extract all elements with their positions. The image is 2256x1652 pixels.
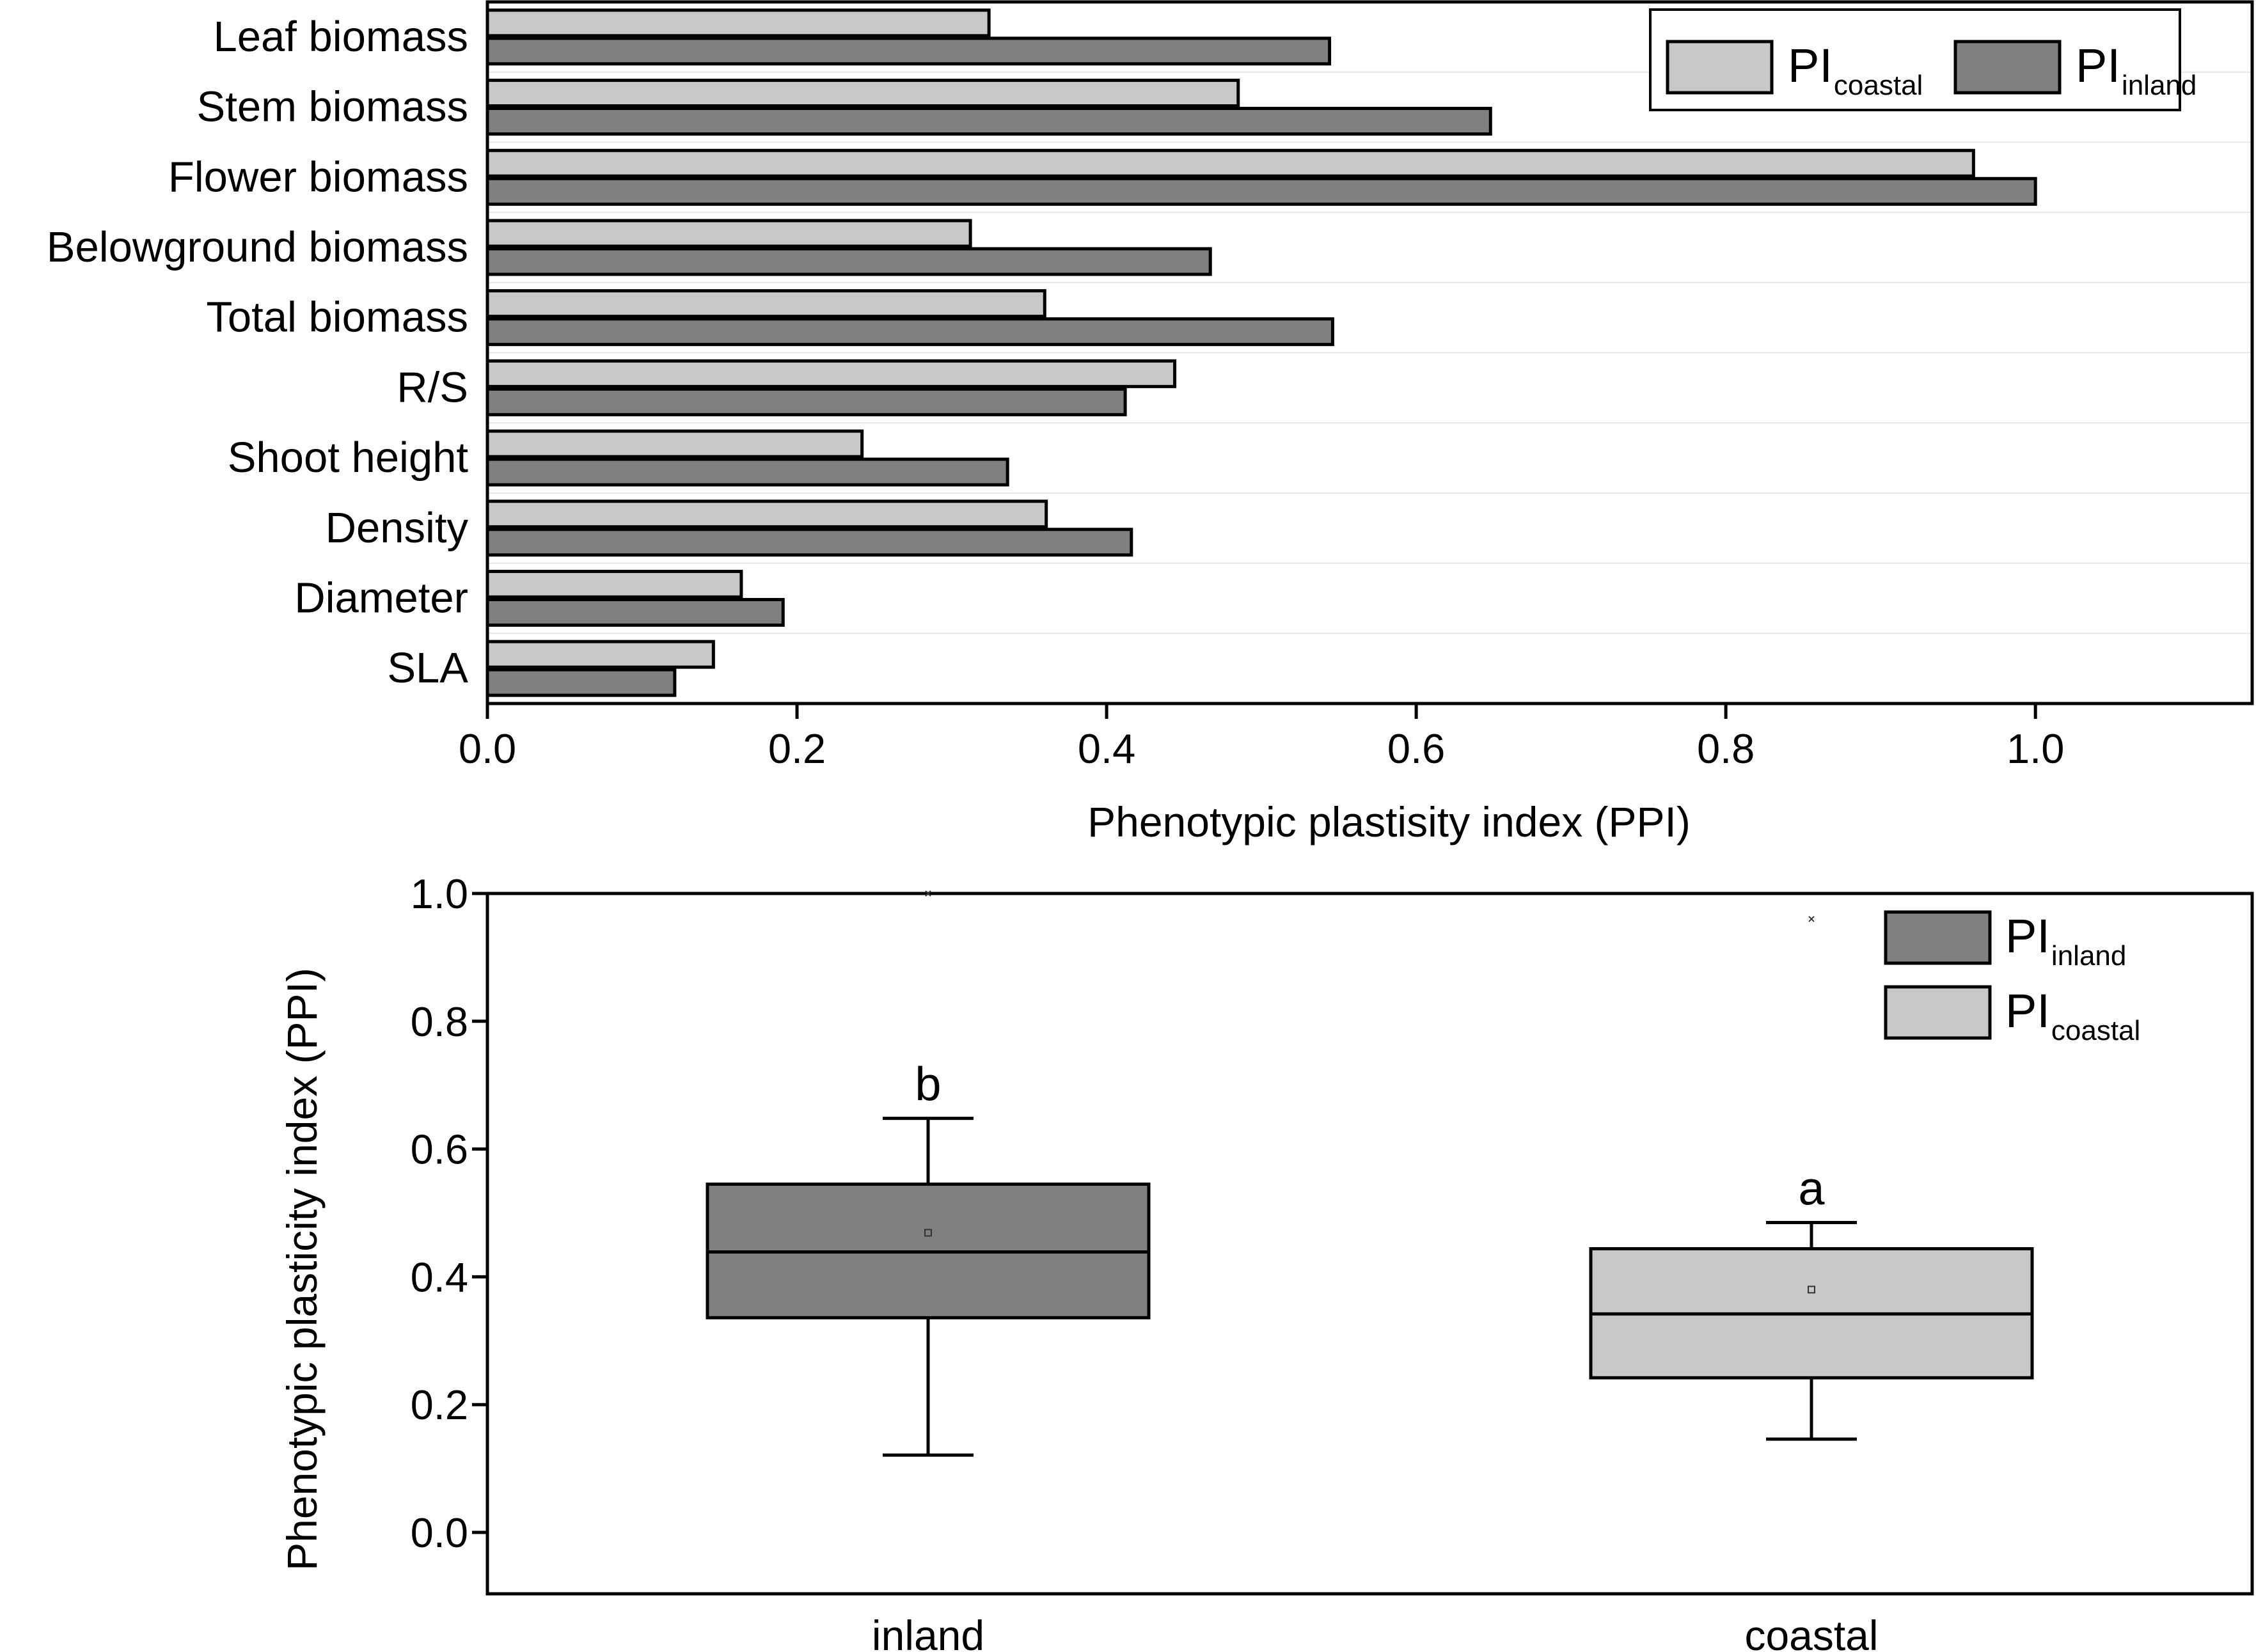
- category-label: SLA: [387, 644, 468, 692]
- x-tick-label: 0.2: [768, 725, 826, 772]
- significance-letter: a: [1798, 1161, 1825, 1215]
- category-label: Stem biomass: [197, 83, 468, 131]
- y-tick-label: 0.2: [411, 1381, 468, 1428]
- x-axis-title: Phenotypic plastisity index (PPI): [1087, 798, 1691, 846]
- legend-label-main: PI: [1788, 39, 1833, 92]
- y-axis-title: Phenotypic plasticity index (PPI): [278, 968, 326, 1571]
- bar-coastal-diameter: [485, 569, 743, 599]
- bar-coastal-belowground-biomass: [485, 219, 972, 248]
- x-axis-category-labels: inland coastal: [872, 1593, 1879, 1652]
- bar-coastal-flower-biomass: [485, 148, 1975, 178]
- y-tick-label: 0.0: [411, 1509, 468, 1556]
- y-tick-label: 0.4: [411, 1254, 468, 1300]
- x-category-label: inland: [872, 1612, 984, 1652]
- category-label: Shoot height: [228, 434, 469, 482]
- legend-swatch-inland: [1953, 40, 2062, 95]
- x-tick-label: 0.0: [459, 725, 516, 772]
- legend-entry-inland: PIinland: [2005, 909, 2126, 972]
- bar-inland-diameter: [485, 597, 785, 627]
- x-tick-label: 1.0: [2007, 725, 2064, 772]
- legend-label-main: PI: [2005, 909, 2050, 963]
- legend-label-sub: coastal: [2051, 1015, 2140, 1046]
- mean-marker: [924, 1229, 932, 1237]
- mean-marker: [1808, 1286, 1815, 1294]
- legend-swatch-coastal: [1884, 985, 1992, 1040]
- category-label: Total biomass: [206, 294, 468, 342]
- bar-inland-leaf-biomass: [485, 36, 1332, 66]
- boxes: ba: [706, 890, 2034, 1457]
- y-tick-label: 1.0: [411, 870, 468, 917]
- horizontal-bar-chart: 0.0 0.2 0.4 0.6 0.8 1.0 Leaf biomass Stem biom…: [47, 0, 2254, 846]
- legend: PIcoastal PIinland: [1649, 8, 2197, 111]
- bar-inland-belowground-biomass: [485, 247, 1212, 276]
- gridlines: [487, 71, 2252, 634]
- box-coastal: a: [1589, 916, 2034, 1441]
- bar-coastal-total-biomass: [485, 289, 1046, 319]
- plot-frame: [485, 892, 2254, 1596]
- y-axis-category-labels: Leaf biomass Stem biomass Flower biomass Be…: [47, 13, 469, 692]
- bar-inland-total-biomass: [485, 317, 1334, 347]
- x-category-label: coastal: [1744, 1612, 1878, 1652]
- legend-label-main: PI: [2076, 39, 2120, 92]
- legend-label-sub: inland: [2051, 940, 2126, 972]
- outlier-marker: [1808, 916, 1815, 922]
- y-tick-label: 0.8: [411, 998, 468, 1045]
- legend-label-sub: coastal: [1834, 70, 1923, 101]
- bar-inland-r-s: [485, 387, 1127, 416]
- bar-inland-shoot-height: [485, 457, 1009, 487]
- bars: [485, 8, 2037, 697]
- y-axis-ticks: 0.0 0.2 0.4 0.6 0.8 1.0: [411, 870, 487, 1556]
- legend-swatch-coastal: [1666, 40, 1774, 95]
- x-tick-label: 0.6: [1387, 725, 1445, 772]
- bar-inland-flower-biomass: [485, 177, 2037, 206]
- category-label: Diameter: [294, 574, 468, 622]
- category-label: Leaf biomass: [214, 13, 469, 61]
- x-axis-ticks: 0.0 0.2 0.4 0.6 0.8 1.0: [459, 704, 2064, 772]
- bar-coastal-r-s: [485, 359, 1177, 388]
- x-tick-label: 0.4: [1078, 725, 1135, 772]
- bar-coastal-stem-biomass: [485, 79, 1240, 108]
- bar-inland-stem-biomass: [485, 107, 1492, 136]
- bar-coastal-density: [485, 500, 1048, 529]
- bar-inland-sla: [485, 668, 677, 697]
- outlier-marker: [925, 890, 931, 897]
- legend-entry-inland: PIinland: [2076, 39, 2197, 101]
- category-label: Belowground biomass: [47, 223, 468, 271]
- bar-coastal-sla: [485, 640, 715, 669]
- category-label: Density: [326, 504, 469, 552]
- legend-label-main: PI: [2005, 984, 2050, 1037]
- legend-entry-coastal: PIcoastal: [2005, 984, 2140, 1046]
- legend-entry-coastal: PIcoastal: [1788, 39, 1923, 101]
- y-tick-label: 0.6: [411, 1126, 468, 1173]
- bar-inland-density: [485, 528, 1133, 557]
- category-label: Flower biomass: [168, 153, 468, 201]
- plot-frame: [485, 0, 2254, 705]
- legend-swatch-inland: [1884, 910, 1992, 965]
- x-tick-label: 0.8: [1697, 725, 1755, 772]
- category-label: R/S: [397, 363, 468, 411]
- bar-coastal-leaf-biomass: [485, 8, 991, 38]
- significance-letter: b: [915, 1058, 941, 1111]
- box-inland: b: [706, 890, 1151, 1457]
- box-plot-chart: 0.00.20.40.60.81.0 ba inland coastal Phen…: [278, 870, 2254, 1652]
- bar-coastal-shoot-height: [485, 429, 864, 459]
- legend-label-sub: inland: [2122, 70, 2197, 101]
